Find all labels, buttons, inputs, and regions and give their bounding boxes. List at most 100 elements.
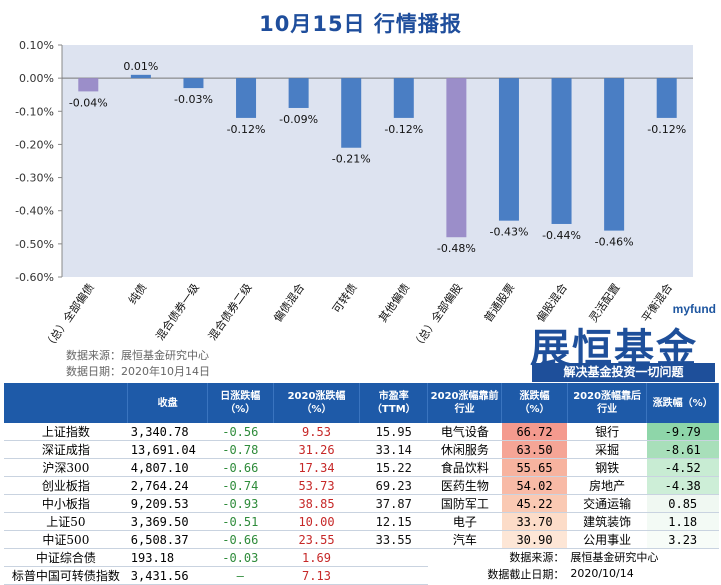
table-row: 电气设备 66.72 银行 -9.79: [428, 423, 719, 441]
column-header: 日涨跌幅 （%）: [207, 383, 274, 423]
table-cell: -4.38: [646, 476, 719, 495]
bar-value-label: -0.03%: [174, 93, 213, 106]
table-cell: 37.87: [359, 494, 428, 513]
chart-source: 数据来源：展恒基金研究中心: [66, 349, 209, 362]
table-cell: 国防军工: [428, 494, 502, 513]
table-cell: 10.00: [273, 512, 360, 531]
table-row: 国防军工 45.22 交通运输 0.85: [428, 494, 719, 513]
table-cell: 银行: [567, 423, 647, 441]
table-cell: -0.66: [207, 458, 274, 477]
table-cell: 0.85: [646, 494, 719, 513]
table-cell: 汽车: [428, 530, 502, 549]
bar-value-label: -0.43%: [489, 226, 528, 239]
y-tick-label: -0.20%: [15, 138, 54, 151]
table-row: 沪深300 4,807.10 -0.66 17.34 15.22: [4, 458, 428, 477]
logo-brand: myfund: [672, 302, 716, 316]
table-row: 食品饮料 55.65 钢铁 -4.52: [428, 458, 719, 477]
table-row: 休闲服务 63.50 采掘 -8.61: [428, 440, 719, 459]
x-tick-label: （总）全部偏债: [41, 281, 97, 352]
bar: [341, 78, 362, 148]
column-header: 2020涨幅靠后 行业: [567, 383, 648, 423]
bar: [288, 78, 309, 108]
bar: [130, 74, 151, 79]
table-cell: [359, 566, 428, 585]
table-cell: 12.15: [359, 512, 428, 531]
table-footnote: 数据截止日期： 2020/10/14: [428, 565, 719, 581]
table-cell: 公用事业: [567, 530, 647, 549]
table-cell: 中证500: [4, 530, 128, 549]
table-cell: 69.23: [359, 476, 428, 495]
bar-value-label: -0.46%: [595, 236, 634, 249]
table-cell: 38.85: [273, 494, 360, 513]
table-cell: 55.65: [501, 458, 568, 477]
table-cell: 中小板指: [4, 494, 128, 513]
bar: [236, 78, 257, 118]
table-cell: 1.18: [646, 512, 719, 531]
table-cell: 医药生物: [428, 476, 502, 495]
table-cell: 3,431.56: [127, 566, 208, 585]
table-cell: -0.74: [207, 476, 274, 495]
table-cell: 7.13: [273, 566, 360, 585]
table-row: 汽车 30.90 公用事业 3.23: [428, 530, 719, 549]
table-cell: -8.61: [646, 440, 719, 459]
footnote-value: 展恒基金研究中心: [570, 551, 659, 565]
x-tick-label: 可转债: [329, 281, 359, 316]
bar: [551, 78, 572, 224]
industry-table: 2020涨幅靠前 行业 涨跌幅 （%） 2020涨幅靠后 行业 涨跌幅（%） 电气设备 66.…: [428, 383, 719, 582]
column-header: 涨跌幅（%）: [501, 383, 568, 423]
footnote-value: 2020/10/14: [570, 567, 634, 581]
x-tick-label: 纯债: [125, 281, 149, 307]
y-tick-label: 0.00%: [19, 72, 54, 85]
bar: [393, 78, 414, 118]
y-tick-label: -0.60%: [15, 271, 54, 284]
column-header: 2020涨跌幅 （%）: [273, 383, 361, 423]
table-cell: 30.90: [501, 530, 568, 549]
bar-value-label: -0.12%: [647, 123, 686, 136]
table-cell: 采掘: [567, 440, 647, 459]
table-cell: 标普中国可转债指数: [4, 566, 128, 585]
y-tick-label: -0.40%: [15, 205, 54, 218]
table-row: 深证成指 13,691.04 -0.78 31.26 33.14: [4, 440, 428, 459]
table-cell: –: [207, 566, 274, 585]
table-cell: -0.56: [207, 423, 274, 441]
table-cell: 3,340.78: [127, 423, 208, 441]
column-header: 收盘: [127, 383, 209, 423]
bar-value-label: -0.09%: [279, 113, 318, 126]
table-cell: 沪深300: [4, 458, 128, 477]
y-tick-label: -0.30%: [15, 172, 54, 185]
table-cell: 创业板指: [4, 476, 128, 495]
footnote-label: 数据来源：: [509, 551, 565, 565]
table-cell: [359, 548, 428, 567]
footnote-label: 数据截止日期：: [487, 567, 565, 581]
table-cell: 深证成指: [4, 440, 128, 459]
table-cell: -0.66: [207, 530, 274, 549]
table-cell: 1.69: [273, 548, 360, 567]
table-cell: 4,807.10: [127, 458, 208, 477]
table-cell: 3.23: [646, 530, 719, 549]
table-cell: 45.22: [501, 494, 568, 513]
bar: [446, 78, 467, 238]
table-cell: -0.78: [207, 440, 274, 459]
bar-chart: 0.10% 0.00% -0.10% -0.20% -0.30% -0.40% -0.50%…: [15, 39, 693, 352]
column-header: 市盈率 （TTM）: [359, 383, 428, 423]
x-tick-label: 其他偏债: [376, 281, 413, 325]
table-cell: 54.02: [501, 476, 568, 495]
bar: [604, 78, 625, 231]
table-row: 中小板指 9,209.53 -0.93 38.85 37.87: [4, 494, 428, 513]
logo-slogan: 解决基金投资一切问题: [532, 363, 715, 382]
table-cell: 上证50: [4, 512, 128, 531]
table-cell: 23.55: [273, 530, 360, 549]
x-tick-label: （总）全部偏股: [409, 281, 465, 352]
table-cell: 33.55: [359, 530, 428, 549]
table-row: 上证指数 3,340.78 -0.56 9.53 15.95: [4, 423, 428, 441]
table-cell: 交通运输: [567, 494, 647, 513]
table-cell: 33.14: [359, 440, 428, 459]
table-row: 中证综合债 193.18 -0.03 1.69: [4, 548, 428, 567]
table-cell: 15.95: [359, 423, 428, 441]
bar-value-label: -0.21%: [332, 153, 371, 166]
column-header: 涨跌幅（%）: [646, 383, 719, 423]
table-cell: 中证综合债: [4, 548, 128, 567]
table-cell: 食品饮料: [428, 458, 502, 477]
plot-area: [62, 45, 693, 277]
bar: [78, 78, 99, 92]
